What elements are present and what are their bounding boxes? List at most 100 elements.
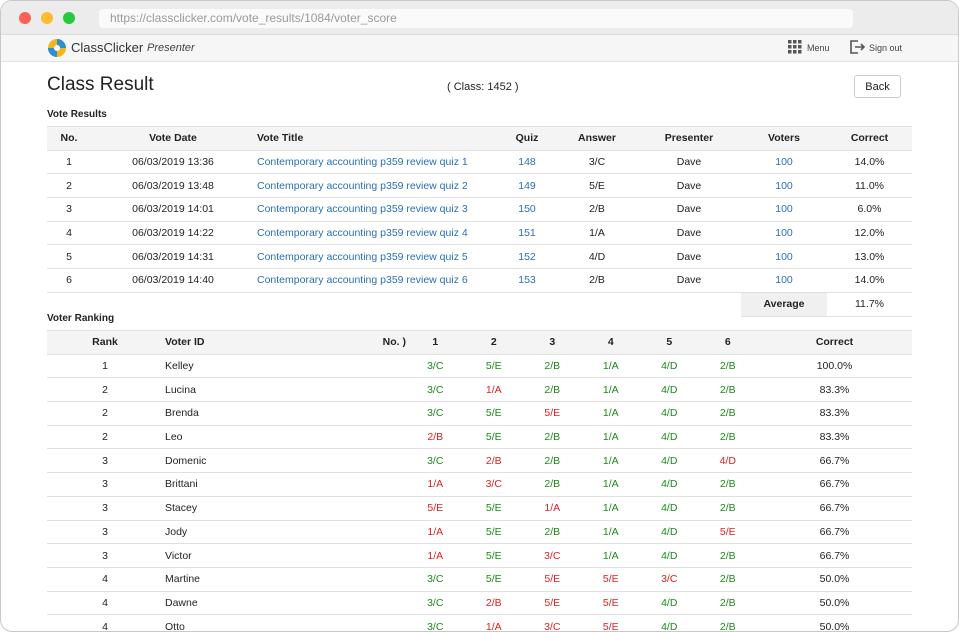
cell: 150	[497, 197, 557, 222]
link[interactable]: 100	[775, 250, 793, 263]
voter-answer: 1/A	[581, 472, 640, 497]
back-button[interactable]: Back	[854, 75, 901, 98]
rank: 3	[47, 472, 163, 497]
link[interactable]: 152	[518, 250, 536, 263]
link[interactable]: Contemporary accounting p359 review quiz…	[257, 203, 468, 216]
voter-answer: 2/B	[523, 472, 582, 497]
link[interactable]: 150	[518, 203, 536, 216]
voter-answer: 4/D	[640, 543, 699, 568]
header-row: Rank Voter ID No. ) 1 2 3 4 5 6 Correct	[47, 330, 912, 355]
voter-answer: 4/D	[640, 354, 699, 379]
voter-id: Domenic	[163, 448, 347, 474]
link[interactable]: 151	[518, 227, 536, 240]
cell: 4	[47, 221, 91, 246]
column-header: Rank	[47, 330, 163, 355]
cell: 148	[497, 150, 557, 175]
section-title: Voter Ranking	[47, 313, 115, 324]
voter-id: Martine	[163, 567, 347, 592]
link[interactable]: Contemporary accounting p359 review quiz…	[257, 179, 468, 192]
voter-row: 2 Leo 2/B 5/E 2/B 1/A 4/D 2/B 83.3%	[47, 425, 912, 450]
link[interactable]: 153	[518, 274, 536, 287]
column-header: 1	[406, 330, 465, 355]
cell: 06/03/2019 14:31	[91, 244, 255, 270]
sign-out-link[interactable]: Sign out	[869, 43, 903, 53]
link[interactable]: 100	[775, 156, 793, 169]
url-bar[interactable]: https://classclicker.com/vote_results/10…	[99, 9, 853, 28]
vote-row: 4 06/03/2019 14:22 Contemporary accounting…	[47, 221, 912, 246]
link[interactable]: Contemporary accounting p359 review quiz…	[257, 227, 468, 240]
cell: 3/C	[557, 150, 637, 175]
link[interactable]: 100	[775, 203, 793, 216]
voter-id: Victor	[163, 543, 347, 568]
voter-answer: 4/D	[640, 472, 699, 497]
voter-answer: 5/E	[581, 591, 640, 616]
cell: 14.0%	[827, 268, 912, 293]
voter-answer: 3/C	[406, 448, 465, 474]
vote-row: 1 06/03/2019 13:36 Contemporary accounting…	[47, 150, 912, 175]
cell: 3	[47, 197, 91, 222]
voter-answer: 4/D	[640, 614, 699, 631]
cell: 1	[47, 150, 91, 175]
voter-row: 4 Martine 3/C 5/E 5/E 5/E 3/C 2/B 50.0%	[47, 567, 912, 592]
voter-answer: 1/A	[581, 520, 640, 545]
menu-icon[interactable]	[788, 40, 802, 54]
voter-answer: 4/D	[640, 448, 699, 474]
empty-cell	[347, 425, 406, 450]
page-title: Class Result	[47, 74, 154, 95]
cell: 100	[741, 150, 827, 175]
empty-cell	[347, 377, 406, 403]
link[interactable]: 149	[518, 179, 536, 192]
empty-cell	[347, 591, 406, 616]
voter-answer: 5/E	[523, 567, 582, 592]
voter-answer: 2/B	[464, 448, 523, 474]
average-row: Average 11.7%	[47, 292, 912, 317]
cell: 6.0%	[827, 197, 912, 222]
cell: 6	[47, 268, 91, 293]
voter-answer: 2/B	[523, 448, 582, 474]
voter-correct: 100.0%	[757, 354, 912, 379]
maximize-button[interactable]	[63, 12, 75, 24]
voter-id: Lucina	[163, 377, 347, 403]
voter-answer: 2/B	[464, 591, 523, 616]
voter-answer: 4/D	[698, 448, 757, 474]
voter-id: Brenda	[163, 401, 347, 426]
sign-out-icon[interactable]	[850, 40, 865, 54]
minimize-button[interactable]	[41, 12, 53, 24]
voter-row: 3 Brittani 1/A 3/C 2/B 1/A 4/D 2/B 66.7%	[47, 472, 912, 497]
link[interactable]: 100	[775, 227, 793, 240]
link[interactable]: Contemporary accounting p359 review quiz…	[257, 156, 468, 169]
voter-answer: 1/A	[581, 354, 640, 379]
rank: 3	[47, 520, 163, 545]
voter-answer: 2/B	[523, 520, 582, 545]
empty-cell	[255, 292, 497, 316]
column-header: 6	[698, 330, 757, 355]
brand-subtitle: Presenter	[147, 42, 195, 54]
voter-correct: 66.7%	[757, 448, 912, 474]
link[interactable]: Contemporary accounting p359 review quiz…	[257, 250, 468, 263]
column-header: 2	[464, 330, 523, 355]
link[interactable]: 148	[518, 156, 536, 169]
voter-answer: 5/E	[581, 567, 640, 592]
rank: 1	[47, 354, 163, 379]
vote-row: 3 06/03/2019 14:01 Contemporary accounting…	[47, 197, 912, 222]
cell: 06/03/2019 13:36	[91, 150, 255, 175]
link[interactable]: 100	[775, 274, 793, 287]
brand-name[interactable]: ClassClicker	[71, 40, 144, 55]
section-title: Vote Results	[47, 109, 107, 120]
rank: 4	[47, 591, 163, 616]
voter-answer: 2/B	[698, 591, 757, 616]
voter-correct: 50.0%	[757, 614, 912, 631]
column-header: Voter ID	[163, 330, 347, 355]
empty-cell	[637, 292, 741, 316]
close-button[interactable]	[19, 12, 31, 24]
link[interactable]: 100	[775, 179, 793, 192]
voter-correct: 66.7%	[757, 496, 912, 521]
voter-row: 3 Jody 1/A 5/E 2/B 1/A 4/D 5/E 66.7%	[47, 520, 912, 545]
empty-cell	[347, 496, 406, 521]
browser-chrome: https://classclicker.com/vote_results/10…	[1, 1, 958, 35]
cell: Dave	[637, 221, 741, 246]
link[interactable]: Contemporary accounting p359 review quiz…	[257, 274, 468, 287]
menu-link[interactable]: Menu	[807, 43, 830, 53]
vote-row: 5 06/03/2019 14:31 Contemporary accounting…	[47, 244, 912, 270]
